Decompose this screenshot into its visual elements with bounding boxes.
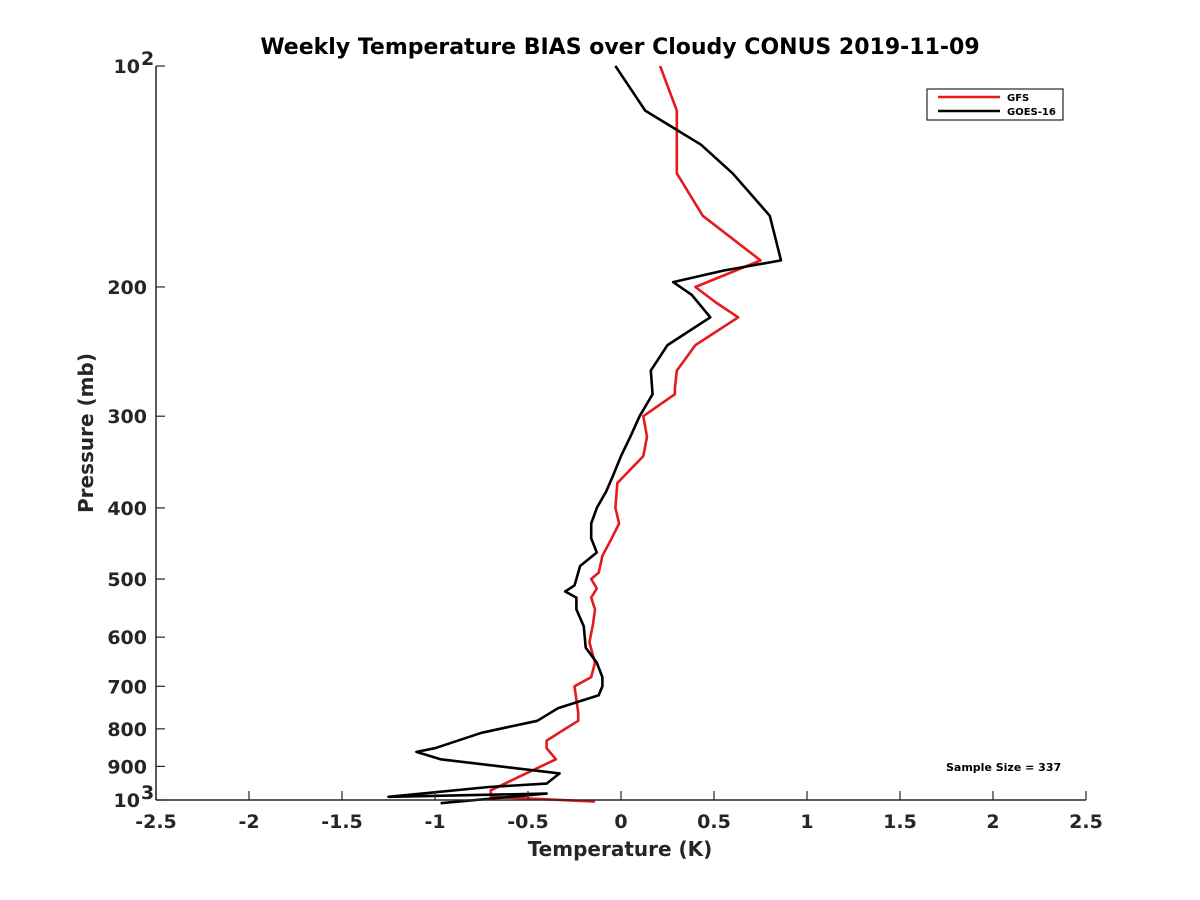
series-group <box>387 65 783 805</box>
y-tick-exponent: 2 <box>141 48 154 70</box>
x-tick-label: 1 <box>800 811 813 833</box>
y-tick-label: 10 <box>114 56 140 78</box>
x-tick-label: 1.5 <box>883 811 917 833</box>
y-tick-label: 200 <box>107 277 147 299</box>
y-tick-label: 900 <box>107 756 147 778</box>
y-tick-label: 10 <box>114 790 140 812</box>
x-tick-label: -1.5 <box>321 811 363 833</box>
legend-gfs-label: GFS <box>1007 93 1029 104</box>
y-tick-label: 600 <box>107 627 147 649</box>
series-line-gfs <box>489 65 762 803</box>
x-tick-label: -2 <box>238 811 259 833</box>
y-tick-label: 300 <box>107 406 147 428</box>
chart-title: Weekly Temperature BIAS over Cloudy CONU… <box>260 35 979 60</box>
y-tick-label: 400 <box>107 498 147 520</box>
x-tick-label: 0 <box>614 811 627 833</box>
x-axis-label: Temperature (K) <box>528 837 713 861</box>
x-tick-label: 2.5 <box>1069 811 1103 833</box>
y-tick-label: 700 <box>107 676 147 698</box>
x-tick-label: 2 <box>986 811 999 833</box>
x-tick-label: -0.5 <box>507 811 549 833</box>
y-tick-label: 500 <box>107 569 147 591</box>
sample-size-annotation: Sample Size = 337 <box>946 761 1061 774</box>
series-line-goes16 <box>387 65 783 805</box>
legend: GFS GOES-16 <box>926 88 1064 121</box>
y-axis-label: Pressure (mb) <box>74 353 98 513</box>
legend-goes16-label: GOES-16 <box>1007 107 1056 118</box>
x-axis-ticks: -2.5 -2 -1.5 -1 -0.5 0 0.5 1 1.5 2 2.5 <box>135 791 1103 833</box>
y-tick-label: 800 <box>107 719 147 741</box>
legend-box <box>926 88 1064 121</box>
x-tick-label: -1 <box>424 811 445 833</box>
x-tick-label: 0.5 <box>697 811 731 833</box>
y-tick-exponent: 3 <box>141 782 154 804</box>
x-tick-label: -2.5 <box>135 811 177 833</box>
